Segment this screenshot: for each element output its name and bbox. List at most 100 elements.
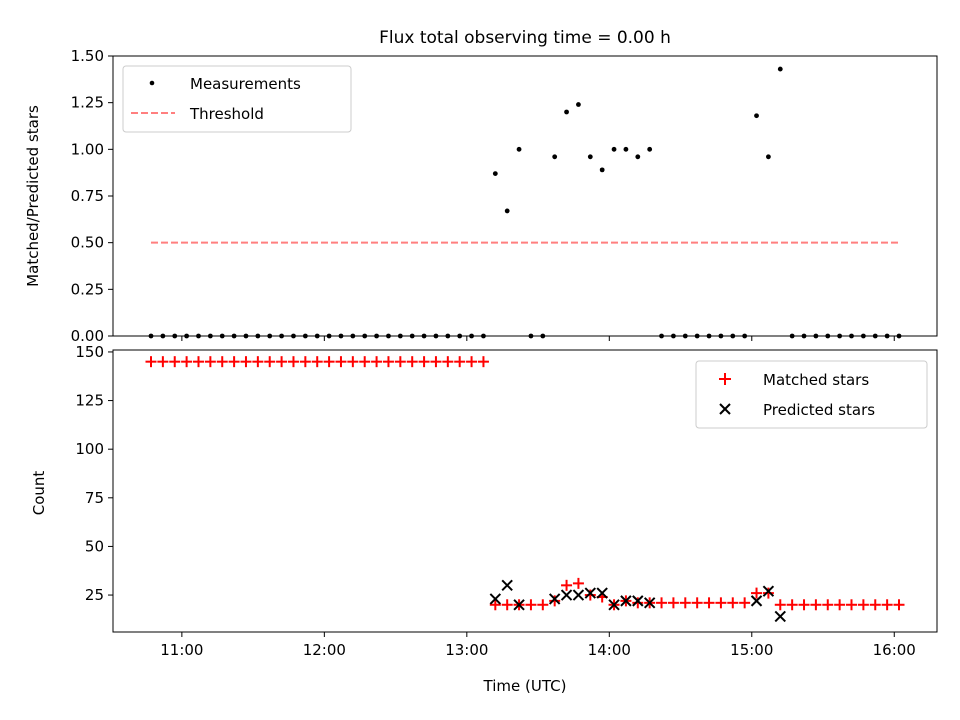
bottom-ytick-label: 125 xyxy=(75,392,104,410)
bottom-legend: Matched stars Predicted stars xyxy=(695,360,928,429)
predicted-star-point xyxy=(572,589,585,601)
bottom-legend-box xyxy=(695,360,928,429)
matched-star-point xyxy=(667,597,679,609)
matched-star-point xyxy=(406,356,418,368)
bottom-x-ticks: 11:00 12:00 13:00 14:00 15:00 16:00 xyxy=(160,632,916,659)
legend-measurements-marker xyxy=(149,80,155,86)
bottom-ytick-label: 100 xyxy=(75,440,104,458)
top-ytick-label: 0.00 xyxy=(71,327,104,345)
matched-star-point xyxy=(881,599,893,611)
bottom-y-ticks: 25 50 75 100 125 150 xyxy=(75,343,113,604)
predicted-star-point xyxy=(632,595,644,607)
top-legend: Measurements Threshold xyxy=(122,65,352,133)
matched-star-point xyxy=(584,589,596,601)
matched-star-point xyxy=(394,356,406,368)
predicted-star-point xyxy=(643,597,656,609)
matched-star-point xyxy=(572,577,584,589)
top-ytick-label: 1.00 xyxy=(71,140,104,158)
measurement-point xyxy=(611,146,617,152)
predicted-star-point xyxy=(620,595,632,607)
predicted-star-point xyxy=(548,593,561,605)
top-ytick-label: 0.25 xyxy=(71,280,104,298)
matched-star-point xyxy=(501,599,513,611)
bottom-xtick-label: 14:00 xyxy=(588,641,631,659)
matched-star-point xyxy=(751,587,763,599)
matched-star-point xyxy=(774,599,786,611)
top-ytick-label: 1.25 xyxy=(71,94,104,112)
matched-star-point xyxy=(216,356,228,368)
matched-star-point xyxy=(489,599,501,611)
matched-star-point xyxy=(691,597,703,609)
bottom-ytick-label: 25 xyxy=(85,586,104,604)
top-axes-frame xyxy=(112,55,938,337)
matched-star-point xyxy=(822,599,834,611)
measurement-point xyxy=(754,113,759,119)
matched-star-point xyxy=(228,356,240,368)
matched-star-point xyxy=(430,356,442,368)
matched-star-point xyxy=(192,356,204,368)
matched-star-point xyxy=(869,599,881,611)
measurement-point xyxy=(564,109,569,115)
predicted-star-point xyxy=(608,599,620,611)
legend-predicted-marker xyxy=(719,403,731,415)
matched-star-point xyxy=(632,597,644,609)
matched-star-point xyxy=(762,587,774,599)
bottom-ytick-label: 75 xyxy=(85,489,104,507)
matched-star-point xyxy=(893,599,905,611)
matched-star-point xyxy=(371,356,383,368)
top-legend-box xyxy=(122,65,352,133)
matched-star-point xyxy=(739,597,751,609)
predicted-star-point xyxy=(501,579,513,592)
matched-star-point xyxy=(347,356,359,368)
measurement-point xyxy=(623,146,629,152)
top-y-axis-label: Matched/Predicted stars xyxy=(24,105,42,287)
bottom-xtick-label: 16:00 xyxy=(873,641,916,659)
matched-star-point xyxy=(715,597,727,609)
matched-star-point xyxy=(549,595,561,607)
matched-star-point xyxy=(561,579,573,591)
bottom-ytick-label: 150 xyxy=(75,343,104,361)
predicted-star-point xyxy=(750,595,763,607)
predicted-star-point xyxy=(584,587,597,599)
predicted-star-point xyxy=(596,587,608,599)
matched-star-point xyxy=(240,356,252,368)
matched-star-point xyxy=(311,356,323,368)
matched-star-point xyxy=(204,356,216,368)
measurement-point xyxy=(599,167,605,173)
measurement-point xyxy=(766,154,771,160)
matched-star-point xyxy=(679,597,691,609)
matched-star-point xyxy=(466,356,478,368)
matched-star-point xyxy=(157,356,169,368)
predicted-star-point xyxy=(560,589,573,601)
measurement-point xyxy=(504,208,510,214)
bottom-xtick-label: 15:00 xyxy=(730,641,773,659)
bottom-xtick-label: 13:00 xyxy=(445,641,488,659)
legend-matched-marker xyxy=(719,373,731,385)
matched-star-point xyxy=(786,599,798,611)
matched-star-point xyxy=(264,356,276,368)
matched-star-point xyxy=(537,599,549,611)
matched-star-point xyxy=(810,599,822,611)
matched-star-point xyxy=(169,356,181,368)
matched-star-point xyxy=(323,356,335,368)
matched-star-point xyxy=(181,356,193,368)
bottom-y-axis-label: Count xyxy=(30,471,48,516)
top-ytick-label: 0.75 xyxy=(71,187,104,205)
bottom-panel: Count Time (UTC) 25 50 75 100 125 150 11:00 12… xyxy=(30,343,938,695)
top-y-ticks: 0.00 0.25 0.50 0.75 1.00 1.25 1.50 xyxy=(71,47,113,345)
measurement-point xyxy=(552,154,558,160)
predicted-star-point xyxy=(762,585,775,597)
bottom-ytick-label: 50 xyxy=(85,537,104,555)
matched-star-point xyxy=(846,599,858,611)
matched-star-point xyxy=(276,356,288,368)
matched-star-point xyxy=(727,597,739,609)
predicted-star-point xyxy=(489,593,502,605)
matched-star-point xyxy=(335,356,347,368)
legend-matched-label: Matched stars xyxy=(763,371,869,389)
matched-star-point xyxy=(525,599,537,611)
predicted-star-point xyxy=(774,610,786,623)
matched-star-point xyxy=(798,599,810,611)
matched-star-point xyxy=(454,356,466,368)
matched-star-point xyxy=(359,356,371,368)
